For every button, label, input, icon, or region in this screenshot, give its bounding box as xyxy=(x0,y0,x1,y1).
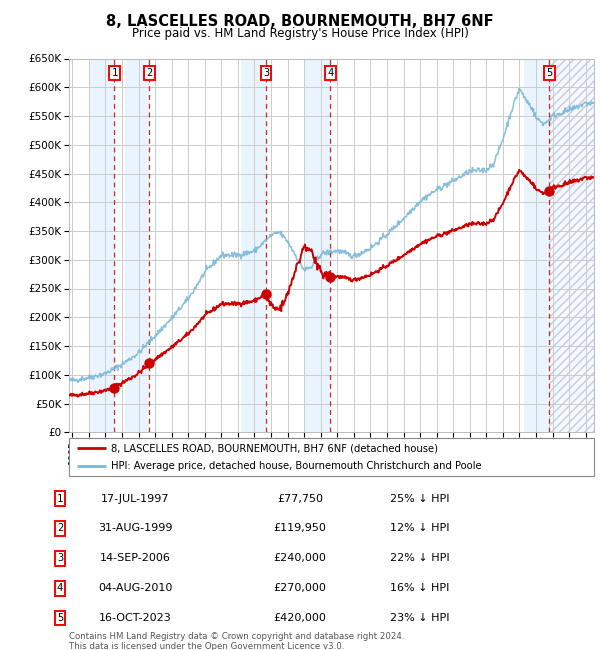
Text: 4: 4 xyxy=(57,583,63,593)
Text: £119,950: £119,950 xyxy=(274,523,326,534)
Text: 1: 1 xyxy=(111,68,118,78)
Bar xyxy=(241,58,266,432)
Bar xyxy=(549,58,594,432)
Bar xyxy=(524,58,549,432)
Text: 04-AUG-2010: 04-AUG-2010 xyxy=(98,583,172,593)
Text: 5: 5 xyxy=(546,68,552,78)
Text: 23% ↓ HPI: 23% ↓ HPI xyxy=(390,613,450,623)
Text: 2: 2 xyxy=(57,523,63,534)
Text: £77,750: £77,750 xyxy=(277,493,323,504)
Text: Contains HM Land Registry data © Crown copyright and database right 2024.: Contains HM Land Registry data © Crown c… xyxy=(69,632,404,641)
Text: 5: 5 xyxy=(57,613,63,623)
Text: 31-AUG-1999: 31-AUG-1999 xyxy=(98,523,172,534)
Text: 12% ↓ HPI: 12% ↓ HPI xyxy=(390,523,450,534)
Text: 3: 3 xyxy=(57,553,63,564)
Text: HPI: Average price, detached house, Bournemouth Christchurch and Poole: HPI: Average price, detached house, Bour… xyxy=(111,461,482,471)
Text: 25% ↓ HPI: 25% ↓ HPI xyxy=(390,493,450,504)
Text: £270,000: £270,000 xyxy=(274,583,326,593)
Text: 3: 3 xyxy=(263,68,269,78)
Text: Price paid vs. HM Land Registry's House Price Index (HPI): Price paid vs. HM Land Registry's House … xyxy=(131,27,469,40)
Text: 16-OCT-2023: 16-OCT-2023 xyxy=(98,613,172,623)
Bar xyxy=(89,58,115,432)
Bar xyxy=(305,58,331,432)
Text: 14-SEP-2006: 14-SEP-2006 xyxy=(100,553,170,564)
Bar xyxy=(125,58,149,432)
Text: £420,000: £420,000 xyxy=(274,613,326,623)
Text: 1: 1 xyxy=(57,493,63,504)
Text: This data is licensed under the Open Government Licence v3.0.: This data is licensed under the Open Gov… xyxy=(69,642,344,650)
Text: 16% ↓ HPI: 16% ↓ HPI xyxy=(391,583,449,593)
Bar xyxy=(549,58,594,432)
Text: 4: 4 xyxy=(327,68,334,78)
Text: £240,000: £240,000 xyxy=(274,553,326,564)
FancyBboxPatch shape xyxy=(69,438,594,476)
Text: 17-JUL-1997: 17-JUL-1997 xyxy=(101,493,169,504)
Text: 8, LASCELLES ROAD, BOURNEMOUTH, BH7 6NF (detached house): 8, LASCELLES ROAD, BOURNEMOUTH, BH7 6NF … xyxy=(111,443,438,453)
Text: 22% ↓ HPI: 22% ↓ HPI xyxy=(390,553,450,564)
Text: 8, LASCELLES ROAD, BOURNEMOUTH, BH7 6NF: 8, LASCELLES ROAD, BOURNEMOUTH, BH7 6NF xyxy=(106,14,494,29)
Text: 2: 2 xyxy=(146,68,152,78)
